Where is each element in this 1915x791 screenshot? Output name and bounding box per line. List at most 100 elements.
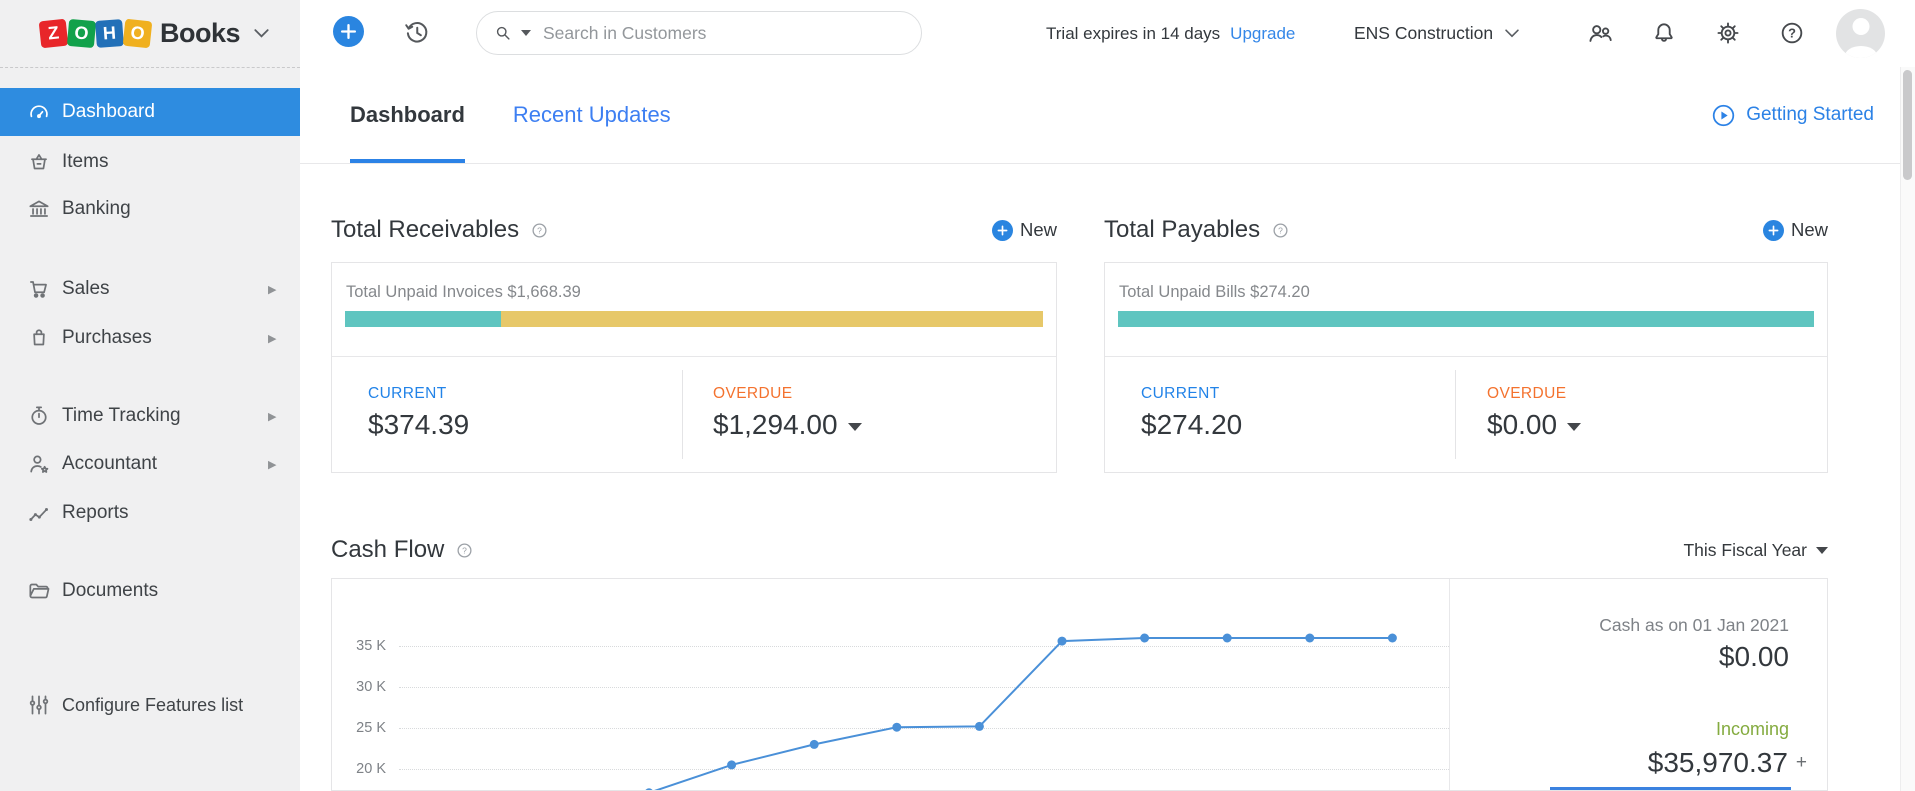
search-input[interactable] xyxy=(543,22,905,44)
sidebar-item-dashboard[interactable]: Dashboard xyxy=(0,88,300,136)
divider xyxy=(1449,579,1450,790)
chevron-down-icon xyxy=(1505,29,1519,38)
logo-tile-o1: O xyxy=(66,18,97,49)
sidebar-item-configure-features[interactable]: Configure Features list xyxy=(0,681,300,729)
caret-down-icon xyxy=(847,422,862,431)
payables-help-icon[interactable]: ? xyxy=(1272,222,1289,239)
search-icon xyxy=(496,26,510,40)
gridline xyxy=(399,687,1449,688)
tab-dashboard[interactable]: Dashboard xyxy=(350,67,465,163)
receivables-overdue-value[interactable]: $1,294.00 xyxy=(713,409,862,441)
sidebar-item-purchases[interactable]: Purchases ▶ xyxy=(0,314,300,362)
ytick-25k: 25 K xyxy=(356,720,386,736)
submenu-arrow-icon: ▶ xyxy=(268,410,277,423)
scrollbar-thumb[interactable] xyxy=(1903,70,1912,180)
referral-users-icon xyxy=(1589,25,1612,42)
speedometer-icon xyxy=(26,99,52,125)
logo-tile-o2: O xyxy=(122,18,153,49)
quick-create-button[interactable] xyxy=(333,16,364,47)
logo-area[interactable]: Z O H O Books xyxy=(0,0,300,67)
payables-current-bar xyxy=(1118,311,1814,327)
folder-icon xyxy=(26,578,52,604)
cash-summary-panel: Cash as on 01 Jan 2021 $0.00 Incoming $3… xyxy=(1449,579,1827,790)
bag-icon xyxy=(26,325,52,351)
dashboard-tabbar: Dashboard Recent Updates Getting Started xyxy=(300,67,1915,164)
gridline xyxy=(399,728,1449,729)
dashboard-content: Total Receivables ? New Total Unpaid Inv… xyxy=(300,164,1915,791)
receivables-current-bar xyxy=(345,311,502,327)
period-selector[interactable]: This Fiscal Year xyxy=(1683,540,1828,561)
ytick-20k: 20 K xyxy=(356,761,386,777)
cash-flow-help-icon[interactable]: ? xyxy=(456,542,473,559)
sidebar-item-reports[interactable]: Reports xyxy=(0,489,300,537)
notifications-bell-icon xyxy=(1655,23,1673,42)
payables-progress-bar xyxy=(1118,311,1814,327)
cashflow-line-chart xyxy=(645,633,1397,790)
left-sidebar: Dashboard Items Banking xyxy=(0,67,300,791)
payables-card: Total Unpaid Bills $274.20 CURRENT $274.… xyxy=(1104,262,1828,473)
sliders-icon xyxy=(26,692,52,718)
getting-started-link[interactable]: Getting Started xyxy=(1711,67,1874,163)
divider xyxy=(682,370,683,459)
ytick-35k: 35 K xyxy=(356,638,386,654)
tab-recent-updates[interactable]: Recent Updates xyxy=(512,102,671,127)
svg-text:?: ? xyxy=(463,545,468,555)
help-button[interactable]: ? xyxy=(1778,19,1806,47)
avatar-silhouette xyxy=(1852,18,1869,35)
logo-tile-z: Z xyxy=(38,18,69,49)
ytick-30k: 30 K xyxy=(356,679,386,695)
sidebar-item-time-tracking[interactable]: Time Tracking ▶ xyxy=(0,392,300,440)
cart-icon xyxy=(26,276,52,302)
receivables-progress-bar xyxy=(345,311,1043,327)
gridline xyxy=(399,769,1449,770)
trial-text: Trial expires in 14 days xyxy=(1046,23,1221,43)
referral-button[interactable] xyxy=(1586,19,1614,47)
sidebar-item-accountant[interactable]: Accountant ▶ xyxy=(0,440,300,488)
accent-bar xyxy=(1550,787,1791,790)
bank-icon xyxy=(26,196,52,222)
receivables-current-value: $374.39 xyxy=(368,409,470,440)
sidebar-item-items[interactable]: Items xyxy=(0,138,300,186)
cash-flow-chart-card: 35 K 30 K 25 K 20 K Cash as on 01 Jan 20… xyxy=(331,578,1828,791)
plus-icon xyxy=(340,23,357,40)
receivables-title: Total Receivables xyxy=(331,216,520,243)
organization-selector[interactable]: ENS Construction xyxy=(1354,0,1519,67)
receivables-card: Total Unpaid Invoices $1,668.39 CURRENT … xyxy=(331,262,1057,473)
payables-title: Total Payables xyxy=(1104,216,1261,243)
settings-button[interactable] xyxy=(1714,19,1742,47)
svg-text:?: ? xyxy=(1788,26,1796,41)
basket-icon xyxy=(26,149,52,175)
payables-new-button[interactable]: New xyxy=(1762,219,1828,241)
sidebar-item-documents[interactable]: Documents xyxy=(0,567,300,615)
logo-tile-h: H xyxy=(95,19,124,48)
receivables-new-button[interactable]: New xyxy=(991,219,1057,241)
cash-as-on-label: Cash as on 01 Jan 2021 xyxy=(1599,615,1789,635)
submenu-arrow-icon: ▶ xyxy=(268,332,277,345)
incoming-expand-button[interactable]: + xyxy=(1795,752,1807,773)
plus-icon xyxy=(1762,219,1784,241)
notifications-button[interactable] xyxy=(1650,19,1678,47)
play-circle-icon xyxy=(1713,104,1735,126)
cash-as-on-value: $0.00 xyxy=(1718,641,1789,672)
payables-overdue-value[interactable]: $0.00 xyxy=(1487,409,1582,441)
avatar[interactable] xyxy=(1836,9,1885,58)
receivables-help-icon[interactable]: ? xyxy=(531,222,548,239)
person-star-icon xyxy=(26,451,52,477)
recent-history-button[interactable] xyxy=(402,17,432,47)
plus-icon xyxy=(991,219,1013,241)
settings-gear-icon xyxy=(1717,22,1739,44)
caret-down-icon xyxy=(1816,546,1828,554)
cash-flow-section: Cash Flow ? This Fiscal Year 35 K 30 xyxy=(331,536,1828,791)
upgrade-link[interactable]: Upgrade xyxy=(1230,23,1296,43)
chevron-down-icon[interactable] xyxy=(254,29,269,38)
scrollbar-track[interactable] xyxy=(1900,67,1915,791)
stopwatch-icon xyxy=(26,403,52,429)
search-scope-caret-icon[interactable] xyxy=(521,30,531,36)
receivables-summary: Total Unpaid Invoices $1,668.39 xyxy=(346,283,581,301)
sidebar-item-banking[interactable]: Banking xyxy=(0,185,300,233)
receivables-section: Total Receivables ? New Total Unpaid Inv… xyxy=(331,215,1057,473)
main-area: Dashboard Recent Updates Getting Started… xyxy=(300,67,1915,791)
sidebar-item-sales[interactable]: Sales ▶ xyxy=(0,265,300,313)
global-search[interactable] xyxy=(476,11,922,55)
svg-text:?: ? xyxy=(1278,225,1283,235)
